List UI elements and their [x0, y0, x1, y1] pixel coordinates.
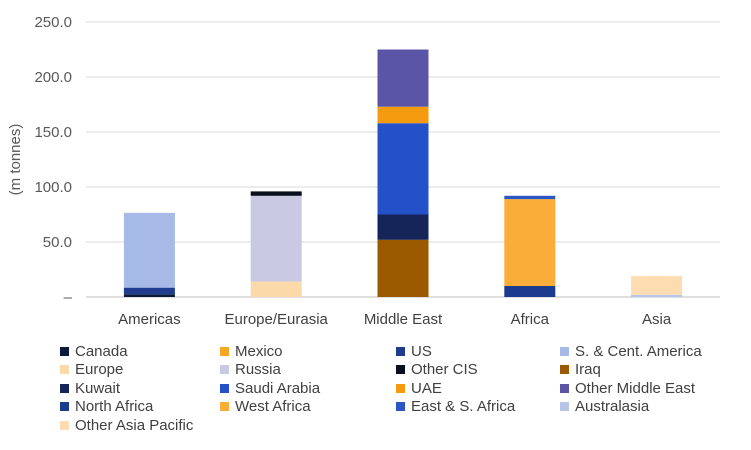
bar-segment	[504, 199, 556, 286]
legend-label: Other Middle East	[575, 379, 696, 397]
bar-segment	[123, 212, 175, 288]
legend-swatch	[60, 402, 69, 411]
legend-swatch	[560, 346, 569, 356]
legend-label: Other Asia Pacific	[75, 416, 194, 434]
legend-label: Mexico	[235, 342, 283, 360]
y-axis-label: (m tonnes)	[7, 124, 24, 196]
legend-label: S. & Cent. America	[575, 342, 702, 360]
legend-label: Canada	[75, 342, 128, 360]
legend-item: Australasia	[560, 398, 649, 416]
legend-item: US	[396, 342, 432, 360]
legend-item: S. & Cent. America	[560, 342, 702, 360]
legend-swatch	[220, 402, 229, 411]
bar-segment	[377, 214, 429, 240]
stacked-bar-chart: – 50.0 100.0 150.0 200.0 250.0 (m tonnes) Ameri…	[7, 14, 720, 328]
legend-label: US	[411, 342, 432, 360]
legend-item: Europe	[60, 361, 123, 379]
legend-label: West Africa	[235, 398, 311, 415]
bar-segment	[631, 276, 683, 295]
x-tick-label: Europe/Eurasia	[224, 311, 328, 328]
bar-segment	[123, 294, 175, 297]
legend-label: UAE	[411, 379, 442, 397]
y-tick-label: –	[64, 289, 73, 306]
bar-segment	[504, 286, 556, 297]
y-tick-label: 100.0	[34, 179, 72, 196]
legend-label: Saudi Arabia	[235, 379, 321, 397]
bar-segment	[250, 195, 302, 282]
legend-swatch	[396, 365, 405, 374]
bar-segment	[631, 294, 683, 297]
y-tick-label: 150.0	[34, 124, 72, 141]
legend-swatch	[220, 365, 229, 374]
legend-swatch	[60, 383, 69, 393]
bar-segment	[250, 281, 302, 297]
legend-label: North Africa	[75, 398, 154, 415]
bar-segment	[504, 195, 556, 200]
legend-swatch	[560, 383, 569, 393]
bar-segment	[377, 106, 429, 124]
y-tick-label: 200.0	[34, 69, 72, 86]
y-tick-label: 50.0	[43, 234, 72, 251]
legend-item: East & S. Africa	[396, 398, 515, 416]
legend-swatch	[396, 346, 405, 356]
legend-item: Russia	[220, 361, 281, 379]
legend-swatch	[560, 365, 569, 374]
legend-item: Kuwait	[60, 379, 120, 397]
legend-item: Other CIS	[396, 361, 478, 379]
legend-swatch	[220, 346, 229, 356]
x-tick-label: Americas	[118, 311, 181, 328]
y-tick-label: 250.0	[34, 14, 72, 31]
legend-item: West Africa	[220, 398, 311, 416]
legend-swatch	[60, 420, 69, 430]
bar-segment	[377, 123, 429, 215]
legend-item: North Africa	[60, 398, 153, 416]
legend-label: Australasia	[575, 398, 650, 415]
legend-item: Other Middle East	[560, 379, 695, 397]
legend-item: Canada	[60, 342, 128, 360]
bar-segment	[377, 239, 429, 297]
x-tick-label: Middle East	[364, 311, 443, 328]
legend-item: Other Asia Pacific	[60, 416, 193, 434]
legend-item: Iraq	[560, 361, 601, 379]
bar-segment	[377, 49, 429, 107]
legend-item: Mexico	[220, 342, 283, 360]
legend-label: Europe	[75, 361, 124, 378]
legend-swatch	[396, 402, 405, 411]
legend-item: Saudi Arabia	[220, 379, 320, 397]
legend-item: UAE	[396, 379, 442, 397]
legend-label: East & S. Africa	[411, 398, 516, 415]
legend-label: Iraq	[575, 361, 601, 378]
legend-swatch	[220, 383, 229, 393]
legend-swatch	[60, 365, 69, 374]
legend-swatch	[396, 383, 405, 393]
legend-swatch	[560, 402, 569, 411]
legend-swatch	[60, 346, 69, 356]
legend-label: Other CIS	[411, 361, 478, 378]
bar-segment	[250, 191, 302, 196]
x-tick-label: Africa	[511, 311, 550, 328]
bar-segment	[123, 287, 175, 295]
x-tick-label: Asia	[642, 311, 672, 328]
legend-label: Russia	[235, 361, 281, 378]
legend-label: Kuwait	[75, 379, 121, 397]
